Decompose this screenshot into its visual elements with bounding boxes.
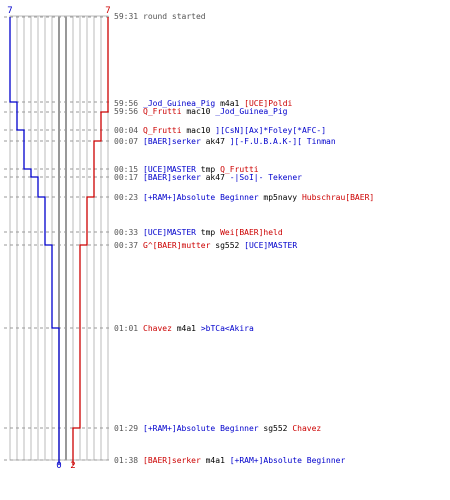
player-name: ][-F.U.B.A.K-][ Tinman xyxy=(230,137,336,146)
weapon-label: m4a1 xyxy=(201,456,230,465)
event-message: round started xyxy=(143,12,206,21)
blue-start-score: 7 xyxy=(7,6,12,16)
player-name: ][CsN][Ax]*Foley[*AFC-] xyxy=(215,126,326,135)
weapon-label: ak47 xyxy=(201,173,230,182)
player-name: [BAER]serker xyxy=(143,173,201,182)
event-time: 01:01 xyxy=(114,324,138,333)
player-name: Q_Frutti xyxy=(143,126,182,135)
event-time: 00:17 xyxy=(114,173,138,182)
weapon-label: m4a1 xyxy=(215,99,244,108)
player-name: Chavez xyxy=(143,324,172,333)
event-time: 00:04 xyxy=(114,126,138,135)
event-time: 00:07 xyxy=(114,137,138,146)
event-time: 00:15 xyxy=(114,165,138,174)
weapon-label: m4a1 xyxy=(172,324,201,333)
player-name: Q_Frutti xyxy=(143,107,182,116)
blue-team-line xyxy=(9,17,60,465)
weapon-label: tmp xyxy=(196,165,220,174)
event-line: [+RAM+]Absolute Beginner mp5navy Hubschr… xyxy=(143,193,374,202)
player-name: [BAER]serker xyxy=(143,456,201,465)
red-start-score: 7 xyxy=(105,6,110,16)
player-name: [BAER]serker xyxy=(143,137,201,146)
event-line: [+RAM+]Absolute Beginner sg552 Chavez xyxy=(143,424,321,433)
event-time: 01:38 xyxy=(114,456,138,465)
player-name: Wei[BAER]held xyxy=(220,228,283,237)
player-name: G^[BAER]mutter xyxy=(143,241,211,250)
weapon-label: tmp xyxy=(196,228,220,237)
red-team-line xyxy=(72,17,109,465)
event-line: Chavez m4a1 >bTCa<Akira xyxy=(143,324,254,333)
event-time: 00:23 xyxy=(114,193,138,202)
player-name: Hubschrau[BAER] xyxy=(302,193,374,202)
event-line: _Jod_Guinea_Pig m4a1 [UCE]Poldi xyxy=(143,99,293,108)
event-time: 00:33 xyxy=(114,228,138,237)
weapon-label: sg552 xyxy=(259,424,293,433)
player-name: >bTCa<Akira xyxy=(201,324,254,333)
event-time: 01:29 xyxy=(114,424,138,433)
event-line: [UCE]MASTER tmp Q_Frutti xyxy=(143,165,259,174)
player-name: Q_Frutti xyxy=(220,165,259,174)
player-name: [+RAM+]Absolute Beginner xyxy=(143,424,259,433)
player-name: _Jod_Guinea_Pig xyxy=(215,107,287,116)
player-name: [UCE]MASTER xyxy=(143,228,196,237)
event-time: 59:56 xyxy=(114,99,138,108)
player-name: Chavez xyxy=(292,424,321,433)
event-time: 59:56 xyxy=(114,107,138,116)
event-line: G^[BAER]mutter sg552 [UCE]MASTER xyxy=(143,241,297,250)
event-line: [BAER]serker ak47 -|SoI|- Tekener xyxy=(143,173,302,182)
event-time: 00:37 xyxy=(114,241,138,250)
event-time: 59:31 xyxy=(114,12,138,21)
event-line: [UCE]MASTER tmp Wei[BAER]held xyxy=(143,228,283,237)
player-name: [UCE]MASTER xyxy=(244,241,297,250)
player-name: [UCE]MASTER xyxy=(143,165,196,174)
weapon-label: mp5navy xyxy=(259,193,302,202)
player-name: [UCE]Poldi xyxy=(244,99,292,108)
player-name: [+RAM+]Absolute Beginner xyxy=(143,193,259,202)
blue-end-score: 0 xyxy=(56,461,61,471)
event-line: Q_Frutti mac10 _Jod_Guinea_Pig xyxy=(143,107,288,116)
player-name: -|SoI|- Tekener xyxy=(230,173,302,182)
player-name: _Jod_Guinea_Pig xyxy=(143,99,215,108)
event-line: [BAER]serker ak47 ][-F.U.B.A.K-][ Tinman xyxy=(143,137,336,146)
weapon-label: mac10 xyxy=(182,107,216,116)
event-line: round started xyxy=(143,12,206,21)
player-name: [+RAM+]Absolute Beginner xyxy=(230,456,346,465)
weapon-label: mac10 xyxy=(182,126,216,135)
event-line: Q_Frutti mac10 ][CsN][Ax]*Foley[*AFC-] xyxy=(143,126,326,135)
weapon-label: ak47 xyxy=(201,137,230,146)
red-end-score: 2 xyxy=(70,461,75,471)
event-line: [BAER]serker m4a1 [+RAM+]Absolute Beginn… xyxy=(143,456,345,465)
weapon-label: sg552 xyxy=(210,241,244,250)
